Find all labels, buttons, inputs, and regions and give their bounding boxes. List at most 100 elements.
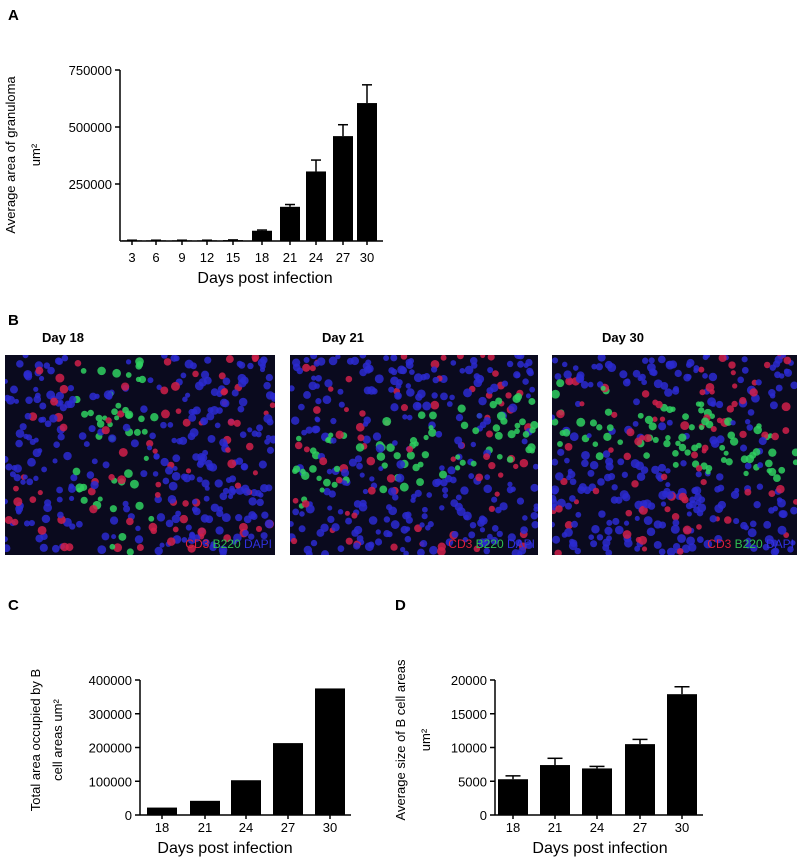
cell (747, 528, 757, 538)
cell (632, 369, 641, 378)
y-axis-label: um² (28, 143, 43, 166)
cell (514, 422, 521, 429)
cell (701, 417, 710, 426)
cell (235, 514, 243, 522)
cell (552, 535, 561, 544)
cell (252, 470, 258, 476)
cell (217, 506, 223, 512)
cell (642, 357, 649, 364)
cell (459, 367, 466, 374)
cell (652, 416, 658, 422)
cell (673, 385, 680, 392)
cell (265, 434, 272, 441)
cell (470, 460, 477, 467)
cell (737, 376, 745, 384)
cell (456, 507, 466, 517)
cell (243, 515, 252, 524)
cell (730, 420, 736, 426)
cell (732, 383, 738, 389)
cell (580, 381, 589, 389)
cell (57, 433, 65, 441)
cell (413, 373, 423, 383)
cell (552, 389, 560, 399)
cell (672, 461, 679, 468)
cell (641, 379, 648, 386)
cell (703, 355, 711, 359)
cell (125, 372, 132, 378)
cell (388, 386, 395, 393)
cell (522, 378, 529, 385)
cell (11, 518, 19, 526)
cell (745, 542, 752, 549)
cell (482, 538, 491, 546)
cell (408, 358, 415, 364)
cell (507, 533, 516, 542)
cell (664, 388, 673, 397)
cell (766, 468, 772, 474)
cell (643, 516, 653, 525)
cell (122, 406, 129, 414)
cell (330, 437, 337, 444)
cell (417, 389, 426, 399)
error-bar (362, 84, 372, 104)
cell (210, 405, 219, 415)
cell (483, 416, 492, 425)
cell (631, 480, 639, 488)
cell (777, 525, 787, 535)
cell (298, 403, 305, 411)
y-tick-label: 100000 (89, 774, 132, 789)
cell (175, 408, 182, 414)
cell (429, 411, 437, 420)
cell (374, 538, 383, 546)
cell (450, 499, 459, 507)
cell (621, 471, 629, 478)
cell (52, 458, 58, 464)
cell (255, 489, 262, 497)
cell (447, 466, 456, 475)
cell (672, 519, 680, 527)
cell (189, 428, 199, 438)
cell (623, 452, 632, 461)
cell (685, 502, 693, 510)
cell (603, 473, 612, 482)
cell (355, 443, 365, 452)
cell (322, 395, 332, 405)
error-bar (505, 775, 521, 780)
cell (490, 536, 499, 545)
cell (59, 404, 67, 412)
cell (775, 384, 783, 392)
cell (643, 452, 650, 459)
cell (67, 384, 75, 392)
cell (200, 417, 209, 426)
cell (725, 458, 733, 466)
cell (476, 412, 483, 419)
cell (365, 364, 374, 373)
cell (658, 548, 666, 555)
cell (187, 544, 196, 553)
cell (265, 484, 273, 492)
cell (196, 476, 203, 483)
cell (723, 450, 729, 456)
cell (359, 499, 367, 507)
x-tick-label: 3 (128, 250, 135, 265)
cell (514, 355, 523, 360)
cell (235, 457, 244, 465)
cell (488, 505, 496, 513)
cell (728, 361, 736, 369)
cell (11, 465, 18, 471)
cell (682, 525, 692, 535)
cell (233, 419, 241, 427)
cell (97, 366, 106, 376)
cell (404, 535, 412, 543)
cell (221, 513, 231, 523)
cell (204, 485, 210, 491)
cell (294, 441, 303, 450)
cell (665, 468, 671, 474)
cell (55, 391, 65, 401)
cell (455, 494, 462, 501)
cell (701, 448, 707, 454)
cell (696, 536, 704, 544)
cell (324, 379, 333, 388)
cell (741, 356, 748, 363)
cell (335, 430, 344, 440)
